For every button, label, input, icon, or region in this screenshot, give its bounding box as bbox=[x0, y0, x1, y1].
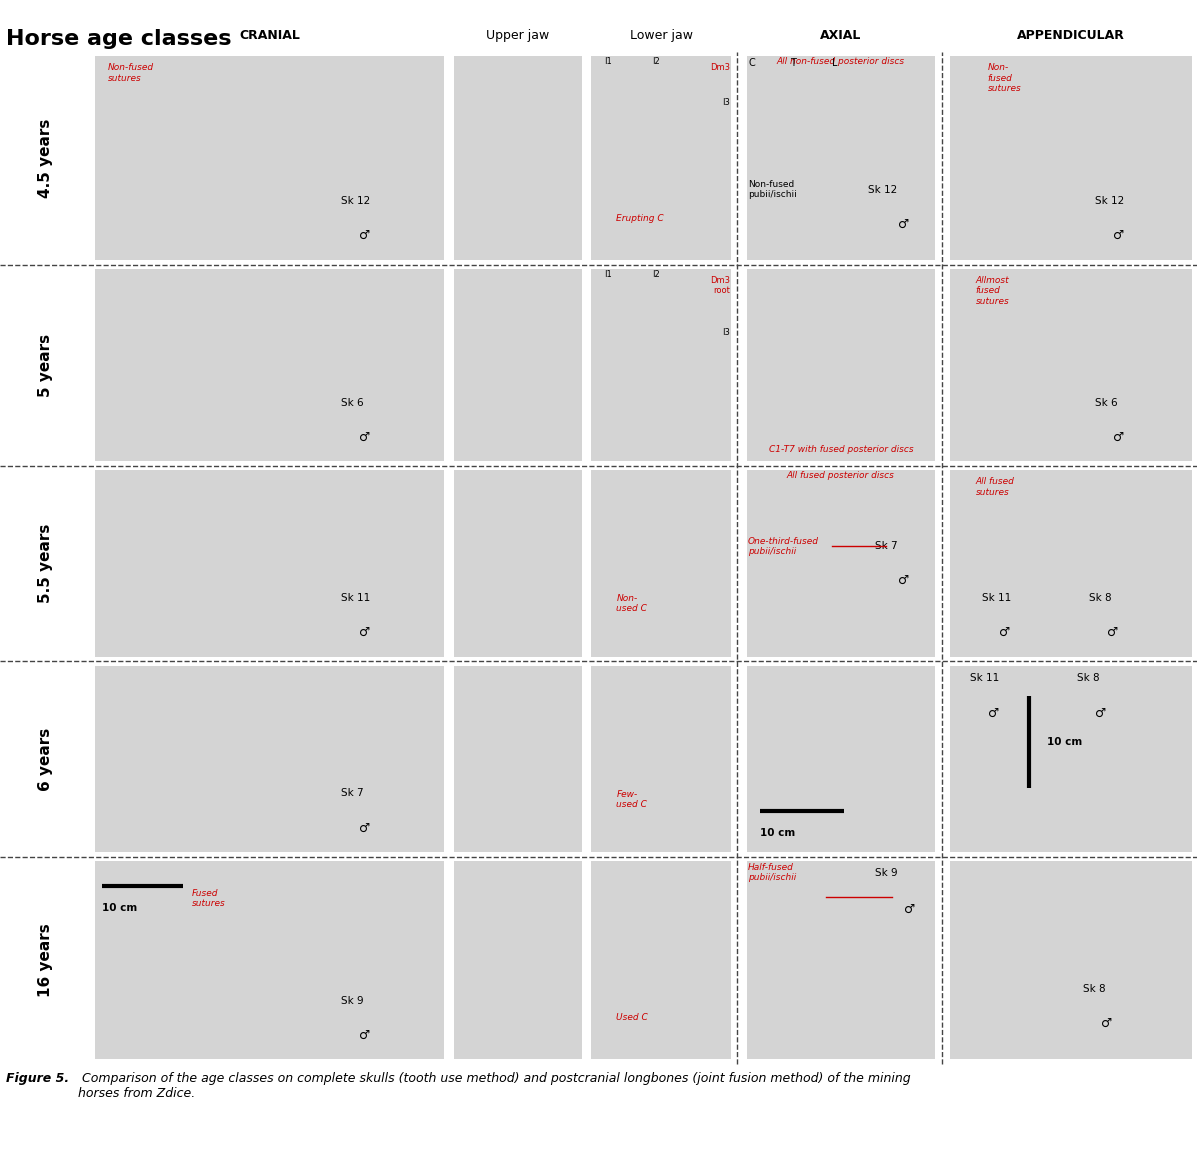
Text: Upper jaw: Upper jaw bbox=[486, 29, 549, 41]
Text: I3: I3 bbox=[722, 328, 730, 337]
Text: Used C: Used C bbox=[616, 1013, 649, 1022]
Text: 16 years: 16 years bbox=[38, 923, 53, 997]
Bar bbox=[950, 56, 1192, 260]
Text: ♂: ♂ bbox=[988, 707, 998, 720]
Bar bbox=[454, 666, 582, 852]
Text: Figure 5.: Figure 5. bbox=[6, 1072, 69, 1084]
Bar bbox=[747, 470, 935, 657]
Text: One-third-fused
pubii/ischii: One-third-fused pubii/ischii bbox=[748, 537, 819, 555]
Text: ♂: ♂ bbox=[359, 626, 370, 639]
Text: ♂: ♂ bbox=[359, 430, 370, 444]
Text: 10 cm: 10 cm bbox=[1047, 737, 1082, 746]
Text: I2: I2 bbox=[652, 58, 660, 67]
Text: ♂: ♂ bbox=[899, 574, 910, 588]
Text: Sk 12: Sk 12 bbox=[869, 185, 898, 194]
Bar bbox=[591, 470, 731, 657]
Text: ♂: ♂ bbox=[1095, 707, 1106, 720]
Text: ♂: ♂ bbox=[359, 821, 370, 835]
Bar bbox=[454, 56, 582, 260]
Text: Sk 8: Sk 8 bbox=[1089, 593, 1112, 603]
Bar bbox=[747, 666, 935, 852]
Text: Sk 11: Sk 11 bbox=[341, 593, 370, 603]
Text: I1: I1 bbox=[604, 270, 612, 279]
Bar bbox=[950, 470, 1192, 657]
Text: Non-fused
sutures: Non-fused sutures bbox=[108, 63, 154, 83]
Text: T: T bbox=[790, 58, 796, 68]
Text: ♂: ♂ bbox=[1101, 1017, 1112, 1030]
Text: ♂: ♂ bbox=[1113, 430, 1124, 444]
Bar bbox=[950, 666, 1192, 852]
Text: Sk 8: Sk 8 bbox=[1083, 984, 1106, 994]
Text: ♂: ♂ bbox=[905, 903, 916, 915]
Text: Sk 11: Sk 11 bbox=[970, 673, 998, 683]
Text: Dm3: Dm3 bbox=[710, 63, 730, 72]
Bar bbox=[95, 470, 444, 657]
Text: All fused posterior discs: All fused posterior discs bbox=[786, 472, 895, 481]
Text: Sk 6: Sk 6 bbox=[341, 398, 364, 407]
Text: AXIAL: AXIAL bbox=[820, 29, 862, 41]
Bar bbox=[747, 269, 935, 461]
Text: 4.5 years: 4.5 years bbox=[38, 118, 53, 198]
Text: Non-
fused
sutures: Non- fused sutures bbox=[988, 63, 1021, 93]
Bar bbox=[95, 666, 444, 852]
Text: ♂: ♂ bbox=[999, 626, 1010, 639]
Text: Non-
used C: Non- used C bbox=[616, 595, 648, 613]
Bar bbox=[454, 861, 582, 1059]
Bar bbox=[591, 861, 731, 1059]
Text: All non-fused posterior discs: All non-fused posterior discs bbox=[777, 58, 905, 67]
Text: APPENDICULAR: APPENDICULAR bbox=[1017, 29, 1125, 41]
Bar bbox=[454, 269, 582, 461]
Text: I2: I2 bbox=[652, 270, 660, 279]
Bar bbox=[591, 269, 731, 461]
Text: 10 cm: 10 cm bbox=[760, 828, 795, 838]
Text: ♂: ♂ bbox=[1113, 229, 1124, 243]
Text: 5 years: 5 years bbox=[38, 334, 53, 397]
Text: Half-fused
pubii/ischii: Half-fused pubii/ischii bbox=[748, 862, 796, 882]
Text: Sk 9: Sk 9 bbox=[875, 868, 898, 879]
Text: 5.5 years: 5.5 years bbox=[38, 523, 53, 604]
Text: Allmost
fused
sutures: Allmost fused sutures bbox=[976, 276, 1009, 306]
Text: Sk 8: Sk 8 bbox=[1077, 673, 1100, 683]
Text: Lower jaw: Lower jaw bbox=[630, 29, 693, 41]
Text: 10 cm: 10 cm bbox=[102, 903, 136, 913]
Text: Sk 12: Sk 12 bbox=[1095, 197, 1124, 206]
Text: 6 years: 6 years bbox=[38, 728, 53, 791]
Text: ♂: ♂ bbox=[359, 1028, 370, 1042]
Text: I3: I3 bbox=[722, 98, 730, 107]
Text: ♂: ♂ bbox=[1107, 626, 1118, 639]
Text: Sk 7: Sk 7 bbox=[341, 789, 364, 798]
Text: Horse age classes: Horse age classes bbox=[6, 29, 231, 48]
Bar bbox=[591, 666, 731, 852]
Text: ♂: ♂ bbox=[359, 229, 370, 243]
Text: Sk 9: Sk 9 bbox=[341, 996, 364, 1005]
Text: I1: I1 bbox=[604, 58, 612, 67]
Bar bbox=[591, 56, 731, 260]
Bar bbox=[95, 269, 444, 461]
Text: Comparison of the age classes on complete skulls (tooth use method) and postcran: Comparison of the age classes on complet… bbox=[78, 1072, 911, 1099]
Bar bbox=[950, 269, 1192, 461]
Text: Sk 12: Sk 12 bbox=[341, 197, 370, 206]
Text: C: C bbox=[748, 58, 755, 68]
Text: Sk 7: Sk 7 bbox=[875, 542, 898, 551]
Text: ♂: ♂ bbox=[899, 217, 910, 231]
Text: Fused
sutures: Fused sutures bbox=[192, 889, 225, 909]
Bar bbox=[454, 470, 582, 657]
Text: Non-fused
pubii/ischii: Non-fused pubii/ischii bbox=[748, 181, 797, 199]
Bar bbox=[95, 861, 444, 1059]
Text: L: L bbox=[832, 58, 838, 68]
Text: Dm3
root: Dm3 root bbox=[710, 276, 730, 296]
Text: Few-
used C: Few- used C bbox=[616, 790, 648, 808]
Bar bbox=[747, 861, 935, 1059]
Text: Sk 6: Sk 6 bbox=[1095, 398, 1118, 407]
Bar bbox=[95, 56, 444, 260]
Text: C1-T7 with fused posterior discs: C1-T7 with fused posterior discs bbox=[768, 445, 913, 454]
Bar bbox=[950, 861, 1192, 1059]
Text: Sk 11: Sk 11 bbox=[982, 593, 1010, 603]
Text: Erupting C: Erupting C bbox=[616, 214, 664, 223]
Bar bbox=[747, 56, 935, 260]
Text: CRANIAL: CRANIAL bbox=[239, 29, 299, 41]
Text: All fused
sutures: All fused sutures bbox=[976, 477, 1014, 497]
